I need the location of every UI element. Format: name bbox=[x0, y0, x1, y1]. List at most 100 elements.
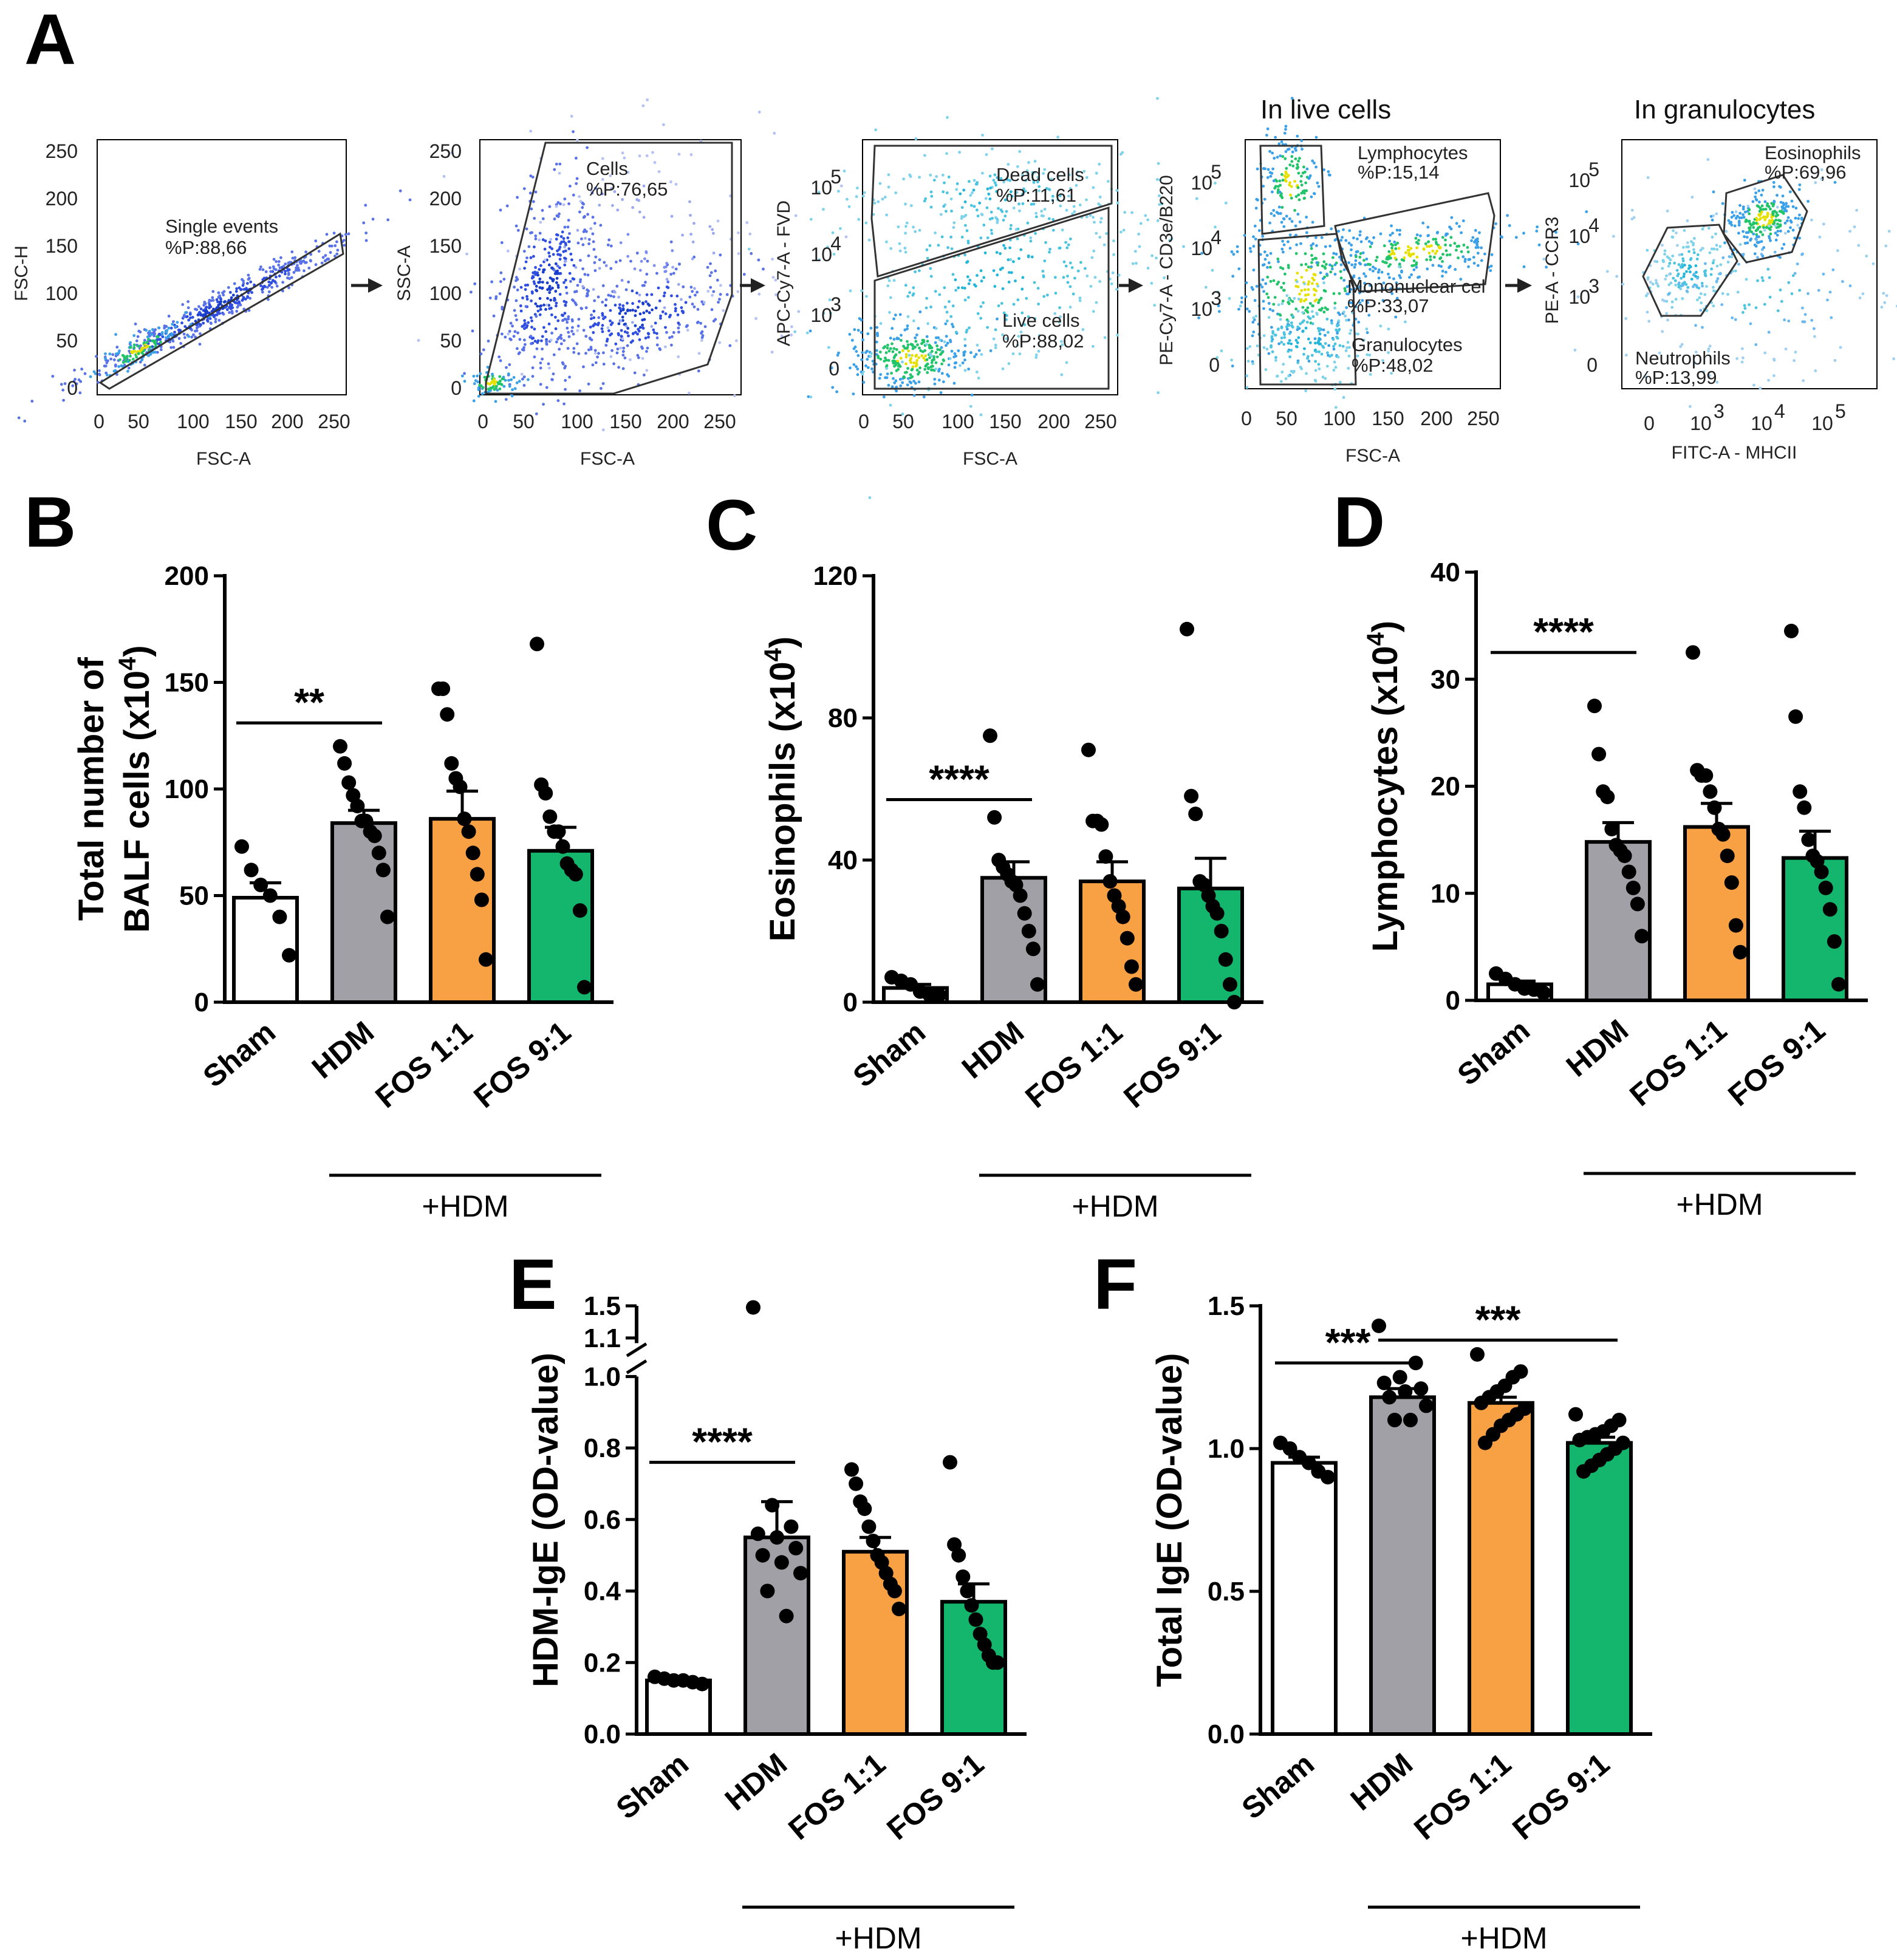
facs-event-dot bbox=[1857, 244, 1861, 247]
facs-event-dot bbox=[1687, 267, 1690, 270]
facs-event-dot bbox=[1331, 338, 1335, 341]
facs-event-dot bbox=[1021, 202, 1025, 205]
facs-event-dot bbox=[1042, 274, 1045, 278]
facs-event-dot bbox=[980, 213, 984, 216]
facs-event-dot bbox=[1687, 250, 1691, 253]
facs-event-dot bbox=[1311, 282, 1314, 285]
facs-event-dot bbox=[1271, 151, 1274, 155]
facs-event-dot bbox=[893, 381, 897, 384]
facs-event-dot bbox=[1268, 308, 1272, 311]
facs-event-dot bbox=[1393, 256, 1397, 260]
facs-event-dot bbox=[631, 289, 634, 293]
facs-event-dot bbox=[115, 346, 119, 349]
facs-event-dot bbox=[1285, 172, 1288, 176]
facs-event-dot bbox=[1102, 243, 1106, 247]
facs-event-dot bbox=[544, 258, 547, 262]
facs-tick: 250 bbox=[1084, 411, 1116, 432]
facs-event-dot bbox=[332, 231, 336, 235]
facs-event-dot bbox=[1300, 191, 1304, 195]
group-label: +HDM bbox=[835, 1921, 921, 1955]
facs-event-dot bbox=[1333, 360, 1336, 364]
facs-event-dot bbox=[762, 267, 765, 271]
facs-event-dot bbox=[267, 290, 271, 293]
facs-event-dot bbox=[140, 358, 144, 362]
facs-event-dot bbox=[1760, 276, 1764, 279]
facs-tick: 50 bbox=[1276, 408, 1297, 429]
facs-event-dot bbox=[535, 284, 538, 288]
facs-event-dot bbox=[1644, 375, 1647, 378]
gate-percent: %P:88,66 bbox=[165, 237, 247, 258]
facs-event-dot bbox=[1818, 235, 1822, 239]
facs-event-dot bbox=[1269, 265, 1272, 269]
facs-event-dot bbox=[636, 353, 640, 357]
facs-event-dot bbox=[1085, 176, 1089, 179]
facs-event-dot bbox=[948, 357, 952, 360]
facs-event-dot bbox=[239, 288, 242, 292]
facs-event-dot bbox=[1770, 216, 1774, 219]
facs-event-dot bbox=[757, 258, 761, 262]
facs-event-dot bbox=[1478, 231, 1481, 234]
facs-event-dot bbox=[890, 342, 894, 346]
data-point bbox=[1403, 1413, 1418, 1427]
facs-event-dot bbox=[165, 329, 169, 332]
facs-event-dot bbox=[774, 293, 778, 296]
facs-event-dot bbox=[631, 206, 634, 210]
facs-event-dot bbox=[1830, 316, 1833, 319]
facs-event-dot bbox=[1290, 342, 1293, 346]
facs-event-dot bbox=[1070, 266, 1074, 269]
facs-event-dot bbox=[1814, 181, 1817, 185]
facs-event-dot bbox=[945, 191, 949, 194]
facs-event-dot bbox=[1382, 281, 1386, 285]
facs-event-dot bbox=[596, 295, 600, 299]
facs-event-dot bbox=[126, 369, 129, 373]
facs-event-dot bbox=[883, 395, 886, 398]
facs-event-dot bbox=[590, 313, 593, 317]
facs-event-dot bbox=[571, 326, 574, 329]
facs-event-dot bbox=[1014, 279, 1017, 282]
facs-event-dot bbox=[1759, 207, 1762, 210]
facs-event-dot bbox=[569, 185, 572, 188]
facs-event-dot bbox=[555, 281, 558, 284]
gate-polygon bbox=[1642, 224, 1738, 317]
facs-event-dot bbox=[1262, 346, 1266, 349]
facs-event-dot bbox=[626, 171, 630, 174]
facs-event-dot bbox=[479, 352, 483, 356]
facs-y-label: FSC-H bbox=[12, 245, 32, 301]
facs-event-dot bbox=[742, 273, 746, 276]
facs-event-dot bbox=[1645, 294, 1648, 298]
facs-event-dot bbox=[1366, 301, 1370, 304]
facs-event-dot bbox=[1695, 284, 1698, 287]
facs-event-dot bbox=[538, 268, 541, 271]
facs-event-dot bbox=[1745, 236, 1749, 239]
facs-event-dot bbox=[1282, 289, 1285, 292]
facs-event-dot bbox=[1268, 149, 1272, 153]
facs-event-dot bbox=[214, 320, 217, 324]
facs-event-dot bbox=[691, 290, 694, 293]
facs-event-dot bbox=[169, 326, 173, 330]
facs-event-dot bbox=[1335, 335, 1339, 339]
facs-event-dot bbox=[1427, 234, 1430, 237]
facs-event-dot bbox=[1265, 254, 1269, 257]
facs-event-dot bbox=[1293, 296, 1296, 300]
facs-event-dot bbox=[1415, 246, 1419, 250]
facs-event-dot bbox=[915, 361, 918, 365]
facs-event-dot bbox=[1288, 339, 1291, 342]
category-label: HDM bbox=[1560, 1013, 1635, 1084]
facs-event-dot bbox=[1679, 287, 1683, 290]
facs-event-dot bbox=[986, 326, 989, 329]
facs-event-dot bbox=[1294, 157, 1297, 160]
facs-event-dot bbox=[105, 361, 109, 364]
facs-event-dot bbox=[924, 197, 928, 200]
facs-event-dot bbox=[538, 286, 542, 289]
facs-event-dot bbox=[1182, 245, 1185, 248]
facs-event-dot bbox=[1092, 216, 1095, 219]
facs-event-dot bbox=[930, 194, 934, 198]
facs-event-dot bbox=[972, 283, 976, 287]
facs-event-dot bbox=[1033, 160, 1037, 163]
facs-event-dot bbox=[894, 353, 898, 357]
facs-event-dot bbox=[1463, 258, 1467, 261]
facs-event-dot bbox=[550, 266, 553, 270]
facs-event-dot bbox=[167, 334, 171, 337]
facs-event-dot bbox=[621, 315, 624, 319]
facs-event-dot bbox=[479, 372, 482, 375]
